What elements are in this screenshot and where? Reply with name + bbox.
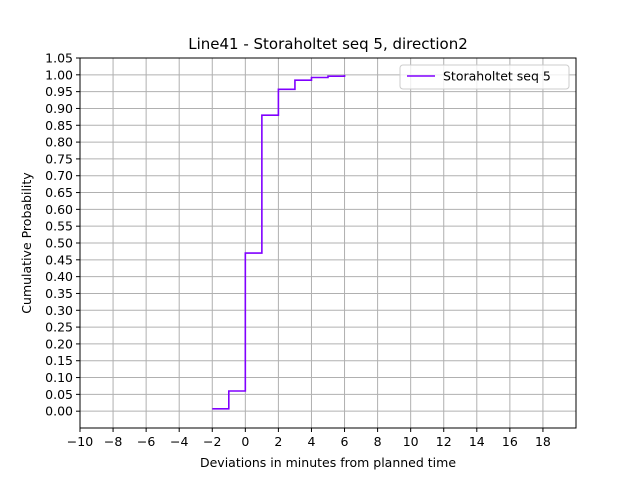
legend: Storaholtet seq 5 bbox=[400, 65, 569, 89]
x-tick-label: −2 bbox=[203, 434, 221, 449]
y-tick-label: 0.70 bbox=[45, 168, 73, 183]
y-tick-label: 0.95 bbox=[45, 84, 73, 99]
x-tick-label: 6 bbox=[341, 434, 349, 449]
x-tick-label: 18 bbox=[535, 434, 551, 449]
x-tick-label: −6 bbox=[137, 434, 155, 449]
y-tick-label: 0.25 bbox=[45, 320, 73, 335]
x-tick-label: −8 bbox=[104, 434, 122, 449]
y-tick-label: 0.40 bbox=[45, 269, 73, 284]
y-tick-label: 0.15 bbox=[45, 353, 73, 368]
x-tick-label: −4 bbox=[170, 434, 188, 449]
y-tick-label: 0.75 bbox=[45, 151, 73, 166]
x-tick-label: 0 bbox=[241, 434, 249, 449]
x-tick-label: −10 bbox=[67, 434, 93, 449]
y-tick-label: 0.65 bbox=[45, 185, 73, 200]
x-tick-label: 10 bbox=[403, 434, 419, 449]
y-tick-label: 0.10 bbox=[45, 370, 73, 385]
y-tick-label: 0.80 bbox=[45, 135, 73, 150]
y-tick-label: 0.30 bbox=[45, 303, 73, 318]
x-tick-label: 8 bbox=[374, 434, 382, 449]
y-tick-label: 0.45 bbox=[45, 252, 73, 267]
y-tick-label: 0.00 bbox=[45, 404, 73, 419]
chart-title: Line41 - Storaholtet seq 5, direction2 bbox=[188, 35, 468, 53]
legend-label: Storaholtet seq 5 bbox=[443, 69, 551, 84]
y-tick-label: 0.35 bbox=[45, 286, 73, 301]
y-axis-label: Cumulative Probability bbox=[19, 172, 34, 314]
x-axis-label: Deviations in minutes from planned time bbox=[200, 455, 456, 470]
y-tick-label: 0.85 bbox=[45, 118, 73, 133]
x-tick-label: 16 bbox=[502, 434, 518, 449]
y-tick-label: 0.55 bbox=[45, 219, 73, 234]
y-tick-label: 0.50 bbox=[45, 236, 73, 251]
x-tick-label: 4 bbox=[307, 434, 315, 449]
x-tick-label: 12 bbox=[436, 434, 452, 449]
y-tick-label: 0.20 bbox=[45, 336, 73, 351]
x-tick-label: 2 bbox=[274, 434, 282, 449]
y-tick-label: 1.05 bbox=[45, 51, 73, 66]
x-tick-label: 14 bbox=[469, 434, 485, 449]
y-tick-label: 1.00 bbox=[45, 67, 73, 82]
y-tick-label: 0.05 bbox=[45, 387, 73, 402]
y-tick-label: 0.90 bbox=[45, 101, 73, 116]
y-tick-label: 0.60 bbox=[45, 202, 73, 217]
